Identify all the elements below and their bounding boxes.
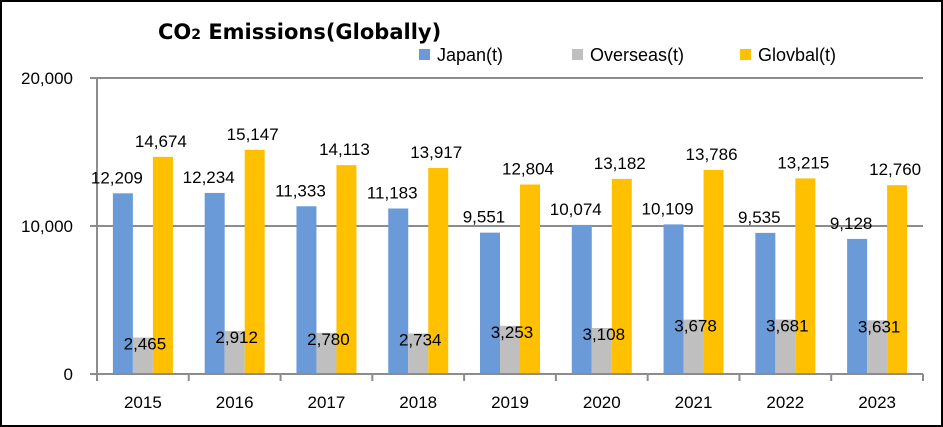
data-labels: 12,209 2,465 14,674 12,234 2,912 15,147 11,333… (91, 125, 921, 354)
bar-japant-2021 (663, 224, 684, 374)
bar-glovbalt-2023 (887, 185, 908, 374)
y-tick-label: 10,000 (21, 217, 73, 236)
title-subscript: 2 (191, 27, 201, 43)
data-label-japant-2022: 9,535 (738, 208, 781, 227)
data-label-glovbalt-2021: 13,786 (686, 145, 738, 164)
legend-swatch-glovbalt (740, 49, 751, 60)
x-tick-label: 2021 (675, 393, 713, 412)
bar-japant-2018 (388, 208, 409, 374)
legend-label-glovbalt: Glovbal(t) (758, 45, 836, 65)
y-tick-label: 20,000 (21, 69, 73, 88)
bar-glovbalt-2019 (520, 184, 540, 374)
x-tick-label: 2020 (583, 393, 621, 412)
bar-glovbalt-2020 (611, 178, 632, 374)
data-label-overseast-2021: 3,678 (674, 317, 717, 336)
title-rest: Emissions(Globally) (201, 20, 441, 44)
bar-glovbalt-2018 (428, 168, 449, 374)
data-label-overseast-2018: 2,734 (399, 331, 442, 350)
y-axis: 0 10,000 20,000 (21, 69, 98, 384)
x-tick-label: 2018 (399, 393, 437, 412)
bar-overseast-2020 (591, 328, 612, 374)
data-label-japant-2016: 12,234 (183, 168, 235, 187)
chart-title: CO2 Emissions(Globally) (158, 20, 441, 44)
bar-japant-2017 (296, 206, 317, 374)
bar-overseast-2015 (132, 337, 153, 374)
bar-overseast-2018 (408, 333, 429, 374)
bar-glovbalt-2021 (703, 169, 724, 374)
bar-overseast-2016 (224, 330, 245, 374)
bar-japant-2016 (204, 192, 225, 374)
data-label-overseast-2023: 3,631 (858, 317, 901, 336)
bar-glovbalt-2022 (795, 178, 816, 374)
legend-label-japant: Japan(t) (437, 45, 503, 65)
data-label-japant-2020: 10,074 (550, 200, 602, 219)
data-label-glovbalt-2015: 14,674 (135, 132, 187, 151)
data-label-overseast-2020: 3,108 (583, 325, 626, 344)
bar-overseast-2022 (775, 319, 796, 374)
y-tick-label: 0 (64, 365, 73, 384)
data-label-glovbalt-2023: 12,760 (869, 160, 921, 179)
x-tick-label: 2019 (491, 393, 529, 412)
legend-swatch-japant (419, 49, 430, 60)
bars (112, 149, 908, 374)
data-label-overseast-2016: 2,912 (215, 328, 258, 347)
data-label-glovbalt-2018: 13,917 (410, 143, 462, 162)
bar-japant-2020 (571, 224, 592, 374)
gridlines (97, 77, 923, 227)
bar-japant-2019 (480, 232, 500, 374)
x-tick-label: 2016 (216, 393, 254, 412)
x-tick-label: 2023 (858, 393, 896, 412)
x-tick-label: 2022 (766, 393, 804, 412)
data-label-overseast-2015: 2,465 (124, 335, 167, 354)
legend-label-overseast: Overseas(t) (590, 45, 684, 65)
x-axis: 2015 2016 2017 2018 2019 2020 2021 2022 2023 (96, 373, 924, 412)
data-label-japant-2015: 12,209 (91, 168, 143, 187)
bar-glovbalt-2016 (244, 149, 265, 374)
data-label-glovbalt-2019: 12,804 (502, 160, 554, 179)
data-label-glovbalt-2020: 13,182 (594, 154, 646, 173)
data-label-overseast-2017: 2,780 (307, 330, 350, 349)
legend: Japan(t) Overseas(t) Glovbal(t) (419, 45, 836, 65)
data-label-japant-2023: 9,128 (830, 214, 873, 233)
legend-swatch-overseast (572, 49, 583, 60)
bar-japant-2015 (112, 193, 133, 374)
data-label-overseast-2019: 3,253 (491, 323, 534, 342)
x-tick-label: 2017 (308, 393, 346, 412)
bar-glovbalt-2015 (152, 156, 173, 374)
data-label-glovbalt-2022: 13,215 (777, 153, 829, 172)
data-label-japant-2017: 11,333 (275, 181, 326, 200)
data-label-japant-2021: 10,109 (642, 199, 694, 218)
data-label-glovbalt-2016: 15,147 (227, 125, 279, 144)
data-label-overseast-2022: 3,681 (766, 317, 809, 336)
x-tick-label: 2015 (124, 393, 162, 412)
data-label-japant-2019: 9,551 (463, 208, 506, 227)
bar-overseast-2019 (500, 325, 520, 374)
data-label-glovbalt-2017: 14,113 (319, 140, 370, 159)
bar-overseast-2023 (867, 320, 888, 374)
bar-overseast-2017 (316, 332, 337, 374)
title-main: CO (158, 20, 191, 44)
bar-japant-2022 (755, 232, 776, 374)
bar-japant-2023 (847, 238, 868, 374)
data-label-japant-2018: 11,183 (367, 183, 418, 202)
bar-glovbalt-2017 (336, 165, 357, 374)
bar-overseast-2021 (683, 319, 704, 374)
